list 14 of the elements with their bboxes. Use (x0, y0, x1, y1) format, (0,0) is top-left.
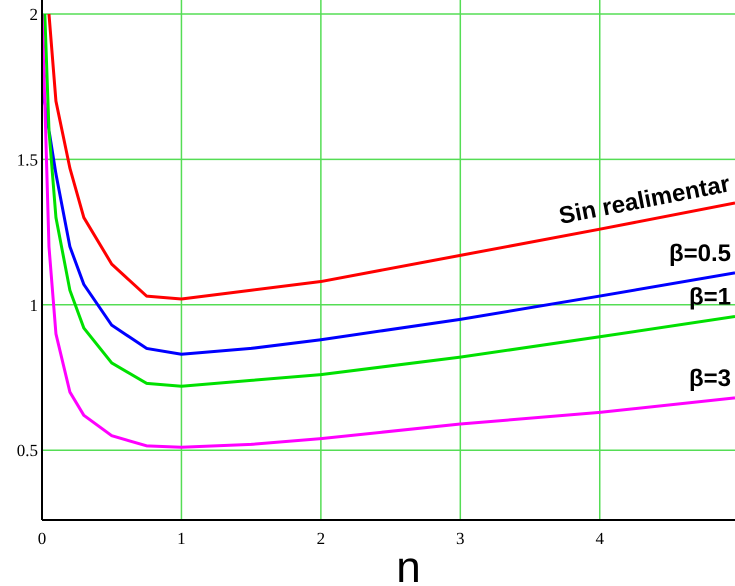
x-tick-label: 1 (177, 529, 186, 548)
y-tick-label: 0.5 (16, 441, 38, 460)
y-tick-label: 1.5 (16, 150, 38, 170)
x-tick-label: 4 (595, 529, 604, 548)
x-tick-label: 0 (38, 529, 46, 548)
series-label: β=3 (688, 364, 731, 392)
y-tick-label: 2 (30, 5, 38, 24)
series-label: β=0.5 (668, 240, 731, 267)
series-label: β=1 (688, 283, 731, 310)
x-axis-title: n (396, 543, 421, 586)
y-tick-label: 1 (30, 296, 38, 315)
x-tick-label: 2 (316, 529, 326, 548)
x-tick-label: 3 (456, 529, 465, 548)
text: Sin realimentar (556, 170, 732, 230)
